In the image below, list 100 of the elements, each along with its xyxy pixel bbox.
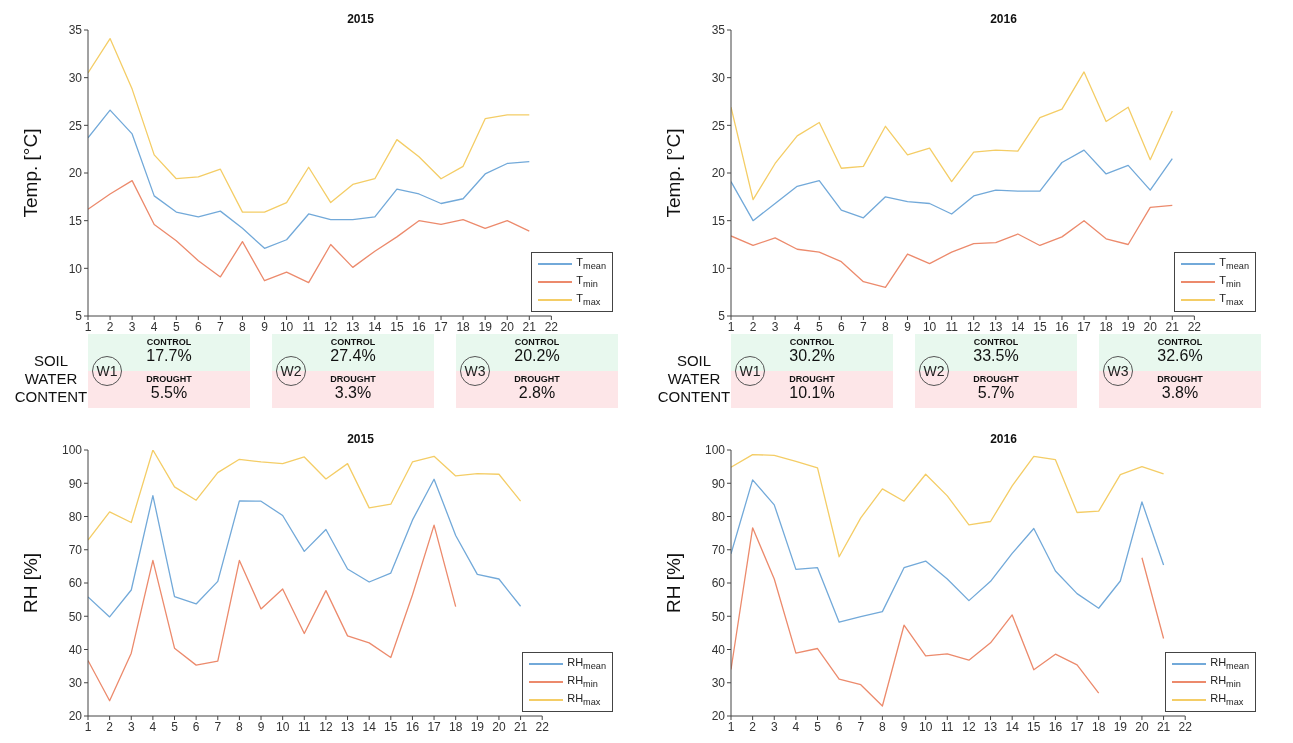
x-tick-label: 6 [835, 719, 843, 734]
legend-label: T$_{min}$ [576, 274, 598, 290]
data-label: 10.1% [788, 384, 836, 402]
x-tick-label: 13 [340, 719, 355, 734]
category-label: W3 [1107, 363, 1129, 379]
line-series [731, 149, 1173, 222]
x-tick-label: 21 [513, 719, 528, 734]
line-series [731, 454, 1165, 558]
x-tick-label: 7 [857, 719, 865, 734]
line-series [88, 450, 522, 541]
text: DROUGHT [330, 374, 376, 384]
x-tick-label: 14 [368, 319, 382, 334]
x-tick-label: 4 [149, 719, 157, 734]
x-tick-label: 11 [298, 719, 311, 734]
category-label: W2 [280, 363, 302, 379]
x-tick-label: 6 [837, 319, 845, 334]
x-tick-label: 4 [793, 319, 801, 334]
x-tick-label: 1 [727, 719, 735, 734]
y-tick-label: 60 [711, 576, 726, 591]
data-label: 33.5% [973, 347, 1019, 364]
x-tick-label: 9 [257, 719, 265, 734]
legend-label: RH$_{max}$ [567, 692, 601, 708]
series-label: DROUGHT [146, 374, 192, 384]
x-tick-label: 8 [882, 319, 890, 334]
x-tick-label: 16 [1048, 719, 1063, 734]
y-tick-label: 20 [68, 166, 83, 181]
x-tick-label: 14 [362, 719, 377, 734]
x-tick-label: 5 [171, 719, 179, 734]
x-tick-label: 3 [770, 719, 778, 734]
x-tick-label: 21 [1156, 719, 1171, 734]
x-tick-label: 20 [500, 319, 515, 334]
data-label: 30.2% [789, 347, 835, 364]
x-tick-label: 16 [412, 319, 426, 334]
legend-label: RH$_{mean}$ [567, 656, 606, 672]
y-tick-label: 15 [68, 213, 83, 228]
x-tick-label: 6 [194, 319, 202, 334]
x-tick-label: 5 [172, 319, 180, 334]
x-tick-label: 19 [470, 719, 485, 734]
x-tick-label: 22 [544, 319, 559, 334]
x-tick-label: 16 [405, 719, 420, 734]
series-label: DROUGHT [789, 374, 835, 384]
data-label: 17.7% [146, 347, 192, 364]
x-tick-label: 9 [904, 319, 912, 334]
x-tick-label: 5 [815, 319, 823, 334]
line-series [731, 204, 1173, 289]
x-tick-label: 10 [279, 319, 294, 334]
x-tick-label: 15 [1033, 319, 1047, 334]
y-tick-label: 40 [711, 642, 726, 657]
x-tick-label: 19 [478, 319, 493, 334]
y-tick-label: 10 [711, 261, 726, 276]
x-tick-label: 13 [983, 719, 998, 734]
x-tick-label: 1 [727, 319, 735, 334]
x-tick-label: 2 [749, 719, 757, 734]
x-tick-label: 10 [275, 719, 290, 734]
x-tick-label: 3 [127, 719, 135, 734]
x-tick-label: 4 [150, 319, 158, 334]
chart-title: 2015 [346, 432, 375, 446]
y-tick-label: 50 [711, 609, 726, 624]
text: DROUGHT [1157, 374, 1203, 384]
legend-label: RH$_{max}$ [1210, 692, 1244, 708]
line-series [88, 524, 457, 702]
y-tick-label: 5 [718, 309, 726, 324]
text: CONTROL [514, 337, 560, 347]
y-tick-label: 30 [68, 70, 83, 85]
category-label: W1 [739, 363, 761, 379]
x-tick-label: 9 [261, 319, 269, 334]
y-tick-label: 10 [68, 261, 83, 276]
x-tick-label: 13 [989, 319, 1003, 334]
text: DROUGHT [514, 374, 560, 384]
x-tick-label: 5 [814, 719, 822, 734]
x-tick-label: 7 [217, 319, 225, 334]
x-tick-label: 1 [84, 319, 92, 334]
data-label: 3.3% [333, 384, 373, 402]
x-tick-label: 12 [962, 719, 976, 734]
data-label: 32.6% [1157, 347, 1203, 364]
x-tick-label: 15 [384, 719, 398, 734]
y-tick-label: 30 [711, 70, 726, 85]
y-tick-label: 25 [711, 118, 726, 133]
y-axis-title: RH [%] [19, 552, 41, 614]
chart-title: 2016 [989, 432, 1018, 446]
x-tick-label: 2 [106, 319, 114, 334]
legend-label: RH$_{mean}$ [1210, 656, 1249, 672]
y-tick-label: 20 [68, 709, 83, 724]
y-tick-label: 15 [711, 213, 726, 228]
y-tick-label: 100 [704, 443, 726, 458]
x-tick-label: 21 [522, 319, 537, 334]
y-axis-title: Temp. [°C] [19, 128, 41, 218]
line-series [731, 479, 1165, 623]
y-tick-label: 35 [68, 23, 83, 38]
x-tick-label: 18 [1092, 719, 1106, 734]
data-label: 2.8% [517, 384, 557, 402]
legend-label: T$_{max}$ [576, 292, 601, 308]
category-label: W2 [923, 363, 945, 379]
chart-title: 2015 [346, 12, 375, 26]
x-tick-label: 20 [1135, 719, 1149, 734]
legend-label: RH$_{min}$ [1210, 674, 1241, 690]
line-series [88, 179, 530, 284]
x-tick-label: 14 [1005, 719, 1020, 734]
text: DROUGHT [973, 374, 1019, 384]
y-tick-label: 20 [711, 166, 726, 181]
